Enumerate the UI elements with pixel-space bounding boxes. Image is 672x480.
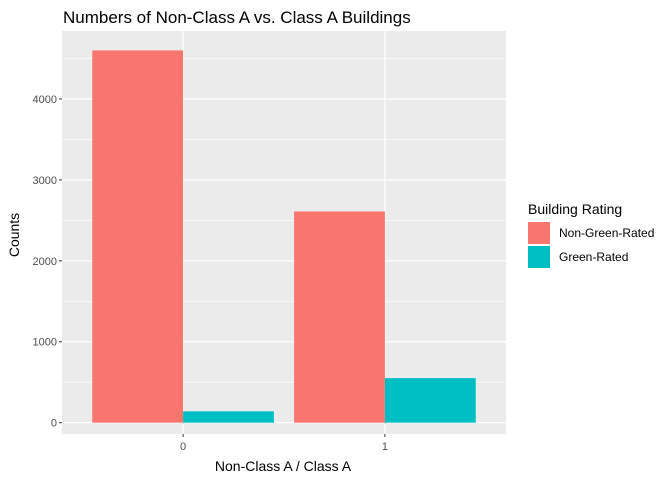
bar (92, 50, 184, 423)
bar (384, 378, 476, 423)
chart-title: Numbers of Non-Class A vs. Class A Build… (63, 8, 411, 27)
legend-swatch (528, 222, 550, 244)
y-tick-label: 4000 (33, 94, 57, 106)
y-axis-title: Counts (6, 213, 22, 257)
bar (294, 211, 385, 423)
bar (183, 411, 274, 423)
x-tick-label: 1 (382, 441, 388, 453)
y-tick-label: 0 (51, 418, 57, 430)
legend-label: Non-Green-Rated (559, 226, 654, 240)
legend: Building Rating Non-Green-Rated Green-Rat… (528, 201, 654, 268)
y-axis-ticks: 0 1000 2000 3000 4000 (33, 94, 62, 430)
x-axis-title: Non-Class A / Class A (215, 458, 352, 474)
bars (92, 50, 476, 423)
y-tick-label: 1000 (33, 337, 57, 349)
legend-title: Building Rating (528, 201, 622, 217)
x-tick-label: 0 (180, 441, 186, 453)
legend-swatch (528, 246, 550, 268)
legend-label: Green-Rated (559, 250, 628, 264)
y-tick-label: 2000 (33, 256, 57, 268)
y-tick-label: 3000 (33, 175, 57, 187)
